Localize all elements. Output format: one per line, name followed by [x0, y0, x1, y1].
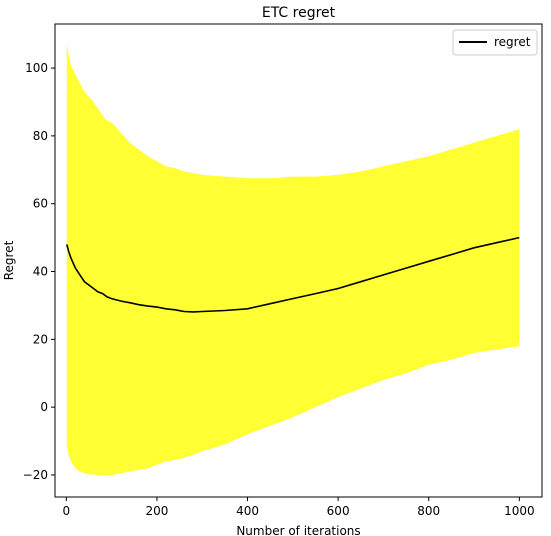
- plot-frame: [54, 23, 543, 498]
- y-tick-label: −20: [23, 468, 48, 482]
- x-tick-label: 200: [145, 504, 168, 518]
- x-tick-label: 1000: [504, 504, 535, 518]
- legend-box: [452, 29, 538, 56]
- y-tick-label: 20: [33, 332, 48, 346]
- x-tick-label: 600: [327, 504, 350, 518]
- x-axis-ticks: 0 200 400 600 800 1000: [63, 497, 535, 518]
- y-axis-title: Regret: [2, 240, 16, 280]
- y-axis-ticks: −20 0 20 40 60 80 100: [23, 61, 55, 482]
- confidence-band: [66, 44, 520, 476]
- legend-label-regret: regret: [494, 35, 531, 49]
- chart-title: ETC regret: [262, 5, 336, 21]
- y-tick-label: 40: [33, 265, 48, 279]
- legend: regret: [452, 29, 538, 56]
- x-axis-title: Number of iterations: [236, 524, 360, 536]
- confidence-band-layer: [66, 44, 520, 476]
- x-tick-label: 0: [63, 504, 71, 518]
- y-tick-label: 80: [33, 129, 48, 143]
- x-tick-label: 800: [417, 504, 440, 518]
- series-line-regret: [66, 236, 520, 313]
- y-tick-label: 100: [25, 61, 48, 75]
- x-tick-label: 400: [236, 504, 259, 518]
- y-tick-label: 0: [40, 400, 48, 414]
- line-layer: [66, 236, 520, 313]
- y-tick-label: 60: [33, 197, 48, 211]
